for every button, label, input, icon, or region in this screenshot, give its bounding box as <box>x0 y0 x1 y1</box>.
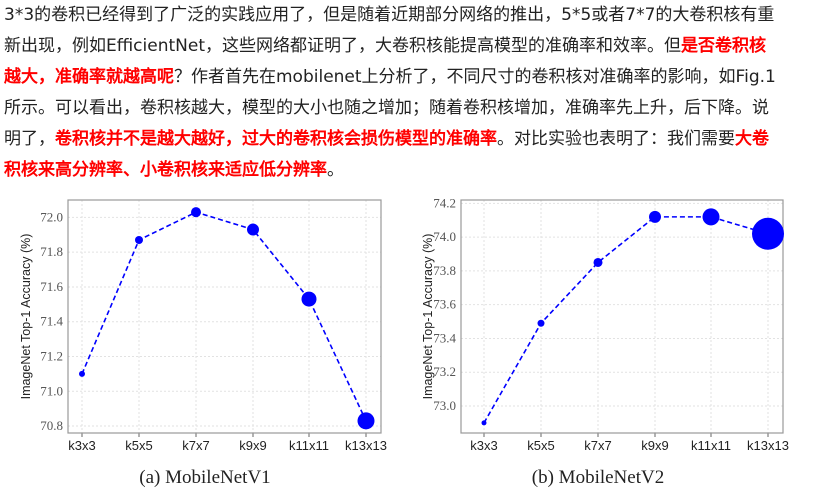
series-line <box>81 211 367 422</box>
text-line: 3*3的卷积已经得到了广泛的实践应用了，但是随着近期部分网络的推出，5*5或者7… <box>4 0 830 31</box>
series-line <box>483 216 769 424</box>
emphasized-text: 大卷 <box>735 129 769 149</box>
emphasized-text: 卷积核并不是越大越好，过大的卷积核会损伤模型的准确率 <box>55 129 497 149</box>
y-tick-label: 73.6 <box>433 297 456 312</box>
y-tick-label: 73.0 <box>433 398 456 413</box>
data-point <box>247 223 259 236</box>
x-tick-label: k7x7 <box>182 438 209 453</box>
text-line: 明了，卷积核并不是越大越好，过大的卷积核会损伤模型的准确率。对比实验也表明了：我… <box>4 124 830 155</box>
y-tick-label: 71.8 <box>40 244 63 259</box>
y-tick-label: 71.2 <box>40 348 63 363</box>
plot-frame <box>67 199 382 434</box>
figure-caption: (a) MobileNetV1 <box>139 467 270 488</box>
x-tick-label: k3x3 <box>470 438 497 453</box>
text-segment: 明了， <box>4 129 55 149</box>
text-segment: 3*3的卷积已经得到了广泛的实践应用了，但是随着近期部分网络的推出，5*5或者7… <box>4 5 775 25</box>
y-tick-label: 74.2 <box>433 195 456 210</box>
data-point <box>191 207 201 218</box>
emphasized-text: 是否卷积核 <box>681 36 766 56</box>
text-segment: 。对比实验也表明了：我们需要 <box>497 129 735 149</box>
y-tick-label: 73.4 <box>433 330 456 345</box>
y-axis-label: ImageNet Top-1 Accuracy (%) <box>19 234 33 400</box>
y-tick-label: 72.0 <box>40 209 63 224</box>
x-tick-label: k9x9 <box>641 438 668 453</box>
text-segment: 所示。可以看出，卷积核越大，模型的大小也随之增加；随着卷积核增加，准确率先上升，… <box>4 98 769 118</box>
x-tick-label: k11x11 <box>289 438 329 453</box>
x-tick-label: k11x11 <box>691 438 731 453</box>
x-tick-label: k9x9 <box>239 438 266 453</box>
chart-mobilenetv2: 73.0 73.2 73.4 73.6 73.8 74.0 74.2 k3x3 k5x5 k7x7… <box>421 195 789 488</box>
text-segment: ？作者首先在mobilenet上分析了，不同尺寸的卷积核对准确率的影响，如Fig… <box>174 67 776 87</box>
emphasized-text: 越大，准确率就越高呢 <box>4 67 174 87</box>
data-point <box>357 412 375 430</box>
text-segment: 新出现，例如EfficientNet，这些网络都证明了，大卷积核能提高模型的准确… <box>4 36 681 56</box>
body-paragraph: 3*3的卷积已经得到了广泛的实践应用了，但是随着近期部分网络的推出，5*5或者7… <box>4 0 830 186</box>
y-tick-label: 71.6 <box>40 279 63 294</box>
data-point <box>481 420 487 426</box>
text-line: 积核来高分辨率、小卷积核来适应低分辨率。 <box>4 155 830 186</box>
data-point <box>79 370 85 377</box>
data-point <box>752 217 784 250</box>
data-point <box>593 257 603 267</box>
x-tick-label: k13x13 <box>345 438 387 453</box>
x-tick-label: k7x7 <box>584 438 611 453</box>
data-point <box>301 291 317 307</box>
y-tick-label: 74.0 <box>433 229 456 244</box>
chart-mobilenetv1: 70.8 71.0 71.2 71.4 71.6 71.8 72.0 k3x3 k5x5 k7x7… <box>19 199 387 488</box>
x-tick-label: k13x13 <box>747 438 789 453</box>
y-tick-label: 70.8 <box>40 418 63 433</box>
text-line: 新出现，例如EfficientNet，这些网络都证明了，大卷积核能提高模型的准确… <box>4 31 830 62</box>
x-tick-label: k5x5 <box>527 438 554 453</box>
y-tick-label: 71.0 <box>40 383 63 398</box>
y-axis-label: ImageNet Top-1 Accuracy (%) <box>421 234 435 400</box>
y-tick-label: 71.4 <box>40 314 63 329</box>
data-point <box>649 210 661 223</box>
x-tick-label: k5x5 <box>125 438 152 453</box>
figure-caption: (b) MobileNetV2 <box>532 467 664 488</box>
x-tick-label: k3x3 <box>68 438 95 453</box>
plot-frame <box>460 199 784 434</box>
emphasized-text: 积核来高分辨率、小卷积核来适应低分辨率 <box>4 160 327 180</box>
y-tick-label: 73.2 <box>433 364 456 379</box>
text-line: 所示。可以看出，卷积核越大，模型的大小也随之增加；随着卷积核增加，准确率先上升，… <box>4 93 830 124</box>
data-point <box>702 208 720 226</box>
data-point <box>135 235 143 244</box>
y-tick-label: 73.8 <box>433 263 456 278</box>
text-segment: 。 <box>327 160 344 180</box>
data-point <box>537 319 545 327</box>
text-line: 越大，准确率就越高呢？作者首先在mobilenet上分析了，不同尺寸的卷积核对准… <box>4 62 830 93</box>
